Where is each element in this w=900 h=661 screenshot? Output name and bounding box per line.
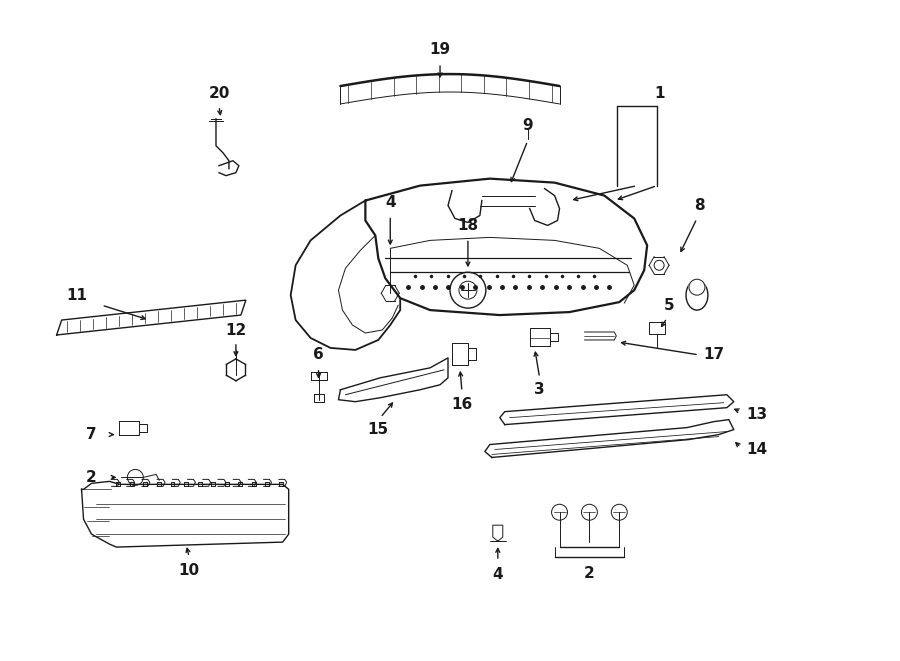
Bar [649, 322, 665, 334]
Text: 4: 4 [385, 195, 396, 210]
Text: 6: 6 [313, 348, 324, 362]
Text: 3: 3 [535, 382, 544, 397]
Text: 11: 11 [66, 288, 87, 303]
Text: 15: 15 [368, 422, 389, 437]
Text: 2: 2 [584, 566, 595, 582]
Text: 19: 19 [429, 42, 451, 57]
Text: 14: 14 [746, 442, 768, 457]
Text: 17: 17 [703, 348, 724, 362]
Text: 13: 13 [746, 407, 768, 422]
Text: 10: 10 [178, 563, 200, 578]
Text: 8: 8 [694, 198, 705, 213]
Text: 2: 2 [86, 470, 97, 485]
Text: 1: 1 [654, 85, 664, 100]
Text: 12: 12 [225, 323, 247, 338]
Text: 18: 18 [457, 218, 479, 233]
Text: 20: 20 [208, 85, 230, 100]
Text: 4: 4 [492, 567, 503, 582]
Text: 7: 7 [86, 427, 97, 442]
Circle shape [689, 279, 705, 295]
Text: 5: 5 [664, 297, 674, 313]
Text: 9: 9 [522, 118, 533, 134]
Text: 16: 16 [451, 397, 472, 412]
